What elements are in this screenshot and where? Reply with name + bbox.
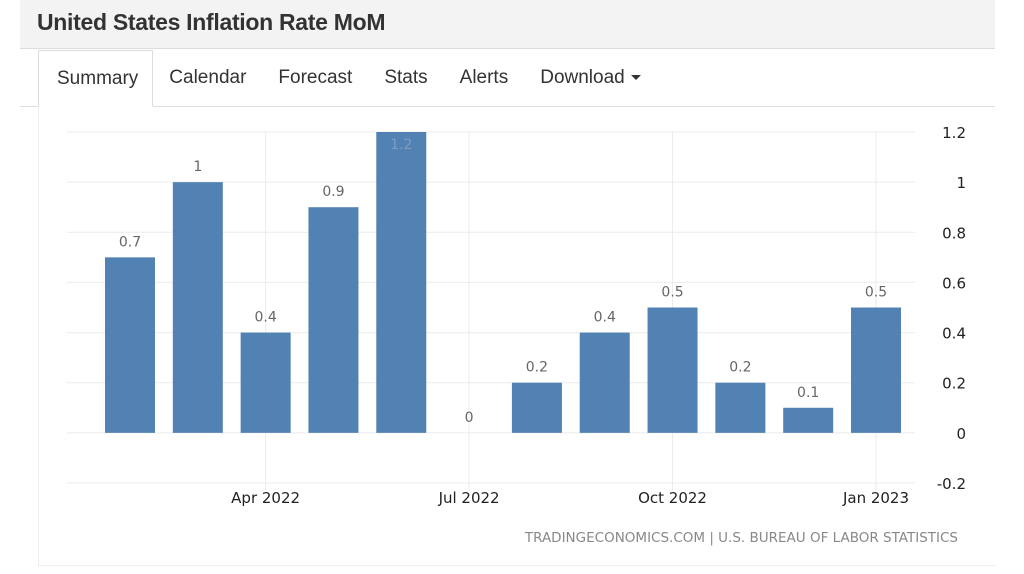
y-tick-label: 1 xyxy=(956,174,966,192)
tab-summary[interactable]: Summary xyxy=(38,50,154,107)
tab-divider xyxy=(20,106,995,107)
data-label: 0.4 xyxy=(255,310,277,326)
title-bar: United States Inflation Rate MoM xyxy=(20,0,995,49)
bar xyxy=(579,332,630,433)
bar xyxy=(647,307,698,433)
x-tick-label: Jan 2023 xyxy=(842,489,909,507)
caret-down-icon xyxy=(630,75,641,81)
data-label: 0.2 xyxy=(526,360,548,376)
x-tick-label: Jul 2022 xyxy=(438,489,500,507)
y-tick-label: 0.8 xyxy=(942,224,966,242)
tab-forecast[interactable]: Forecast xyxy=(278,67,353,88)
data-label: 0.9 xyxy=(322,184,344,200)
bar xyxy=(172,182,223,433)
bar xyxy=(376,132,427,433)
x-tick-label: Apr 2022 xyxy=(231,489,300,507)
data-label: 0.4 xyxy=(594,310,616,326)
tab-alerts[interactable]: Alerts xyxy=(459,67,509,88)
bar xyxy=(715,382,766,433)
bar xyxy=(308,207,359,433)
tab-bar: Summary Calendar Forecast Stats Alerts D… xyxy=(38,50,657,107)
data-label: 1.2 xyxy=(390,137,412,153)
bar xyxy=(240,332,291,433)
bar xyxy=(851,307,901,433)
tab-stats[interactable]: Stats xyxy=(384,67,428,88)
y-tick-label: 1.2 xyxy=(942,124,966,142)
data-label: 0 xyxy=(465,410,474,426)
bar xyxy=(783,407,834,433)
y-tick-label: 0.2 xyxy=(942,375,966,393)
bar xyxy=(105,257,155,433)
chart-panel xyxy=(38,107,996,566)
x-tick-label: Oct 2022 xyxy=(638,489,707,507)
y-tick-label: 0.4 xyxy=(942,325,966,343)
data-label: 0.5 xyxy=(661,285,683,301)
data-label: 0.1 xyxy=(797,385,819,401)
y-tick-label: 0 xyxy=(956,425,966,443)
bar xyxy=(511,382,562,433)
y-tick-label: -0.2 xyxy=(937,475,966,493)
y-tick-label: 0.6 xyxy=(942,274,966,292)
page-title: United States Inflation Rate MoM xyxy=(37,9,386,35)
tab-download[interactable]: Download xyxy=(524,50,657,107)
tab-calendar[interactable]: Calendar xyxy=(169,67,247,88)
data-label: 1 xyxy=(193,159,202,175)
data-label: 0.2 xyxy=(729,360,751,376)
data-label: 0.7 xyxy=(119,234,141,250)
data-label: 0.5 xyxy=(865,285,887,301)
chart-source: TRADINGECONOMICS.COM | U.S. BUREAU OF LA… xyxy=(524,530,958,546)
tab-download-label: Download xyxy=(540,67,625,88)
